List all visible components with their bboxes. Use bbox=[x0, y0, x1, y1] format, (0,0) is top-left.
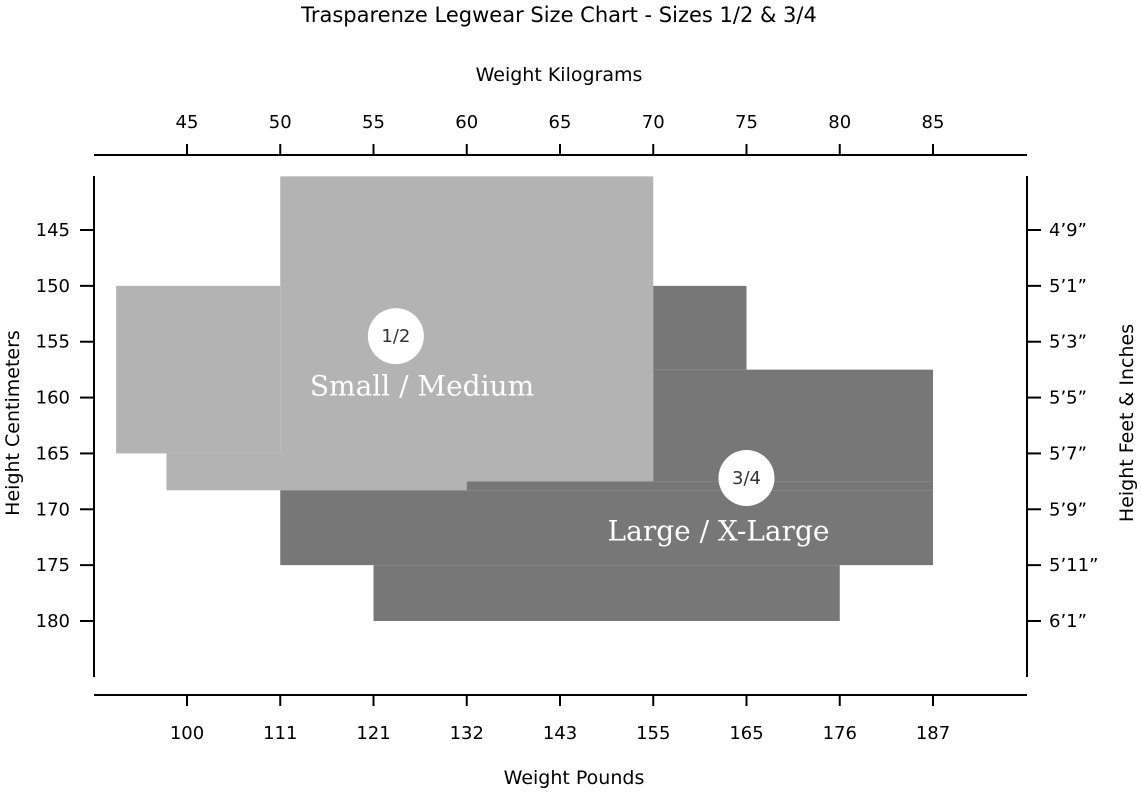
y-right-tick-label: 5’9” bbox=[1049, 499, 1087, 520]
size-1-2-badge-label: 1/2 bbox=[381, 326, 410, 347]
series-labels: 1/2 Small / Medium 3/4 Large / X-Large bbox=[310, 308, 830, 548]
y-left-tick-label: 160 bbox=[36, 388, 70, 409]
y-right-tick-label: 5’5” bbox=[1049, 388, 1087, 409]
y-left-tick-label: 145 bbox=[36, 220, 70, 241]
x-bottom-tick-label: 187 bbox=[916, 723, 950, 744]
x-top-tick-label: 55 bbox=[362, 112, 385, 133]
y-right-axis-title: Height Feet & Inches bbox=[1116, 324, 1138, 522]
chart-title: Trasparenze Legwear Size Chart - Sizes 1… bbox=[300, 3, 817, 27]
x-bottom-axis-title: Weight Pounds bbox=[504, 767, 645, 789]
x-top-tick-label: 50 bbox=[269, 112, 292, 133]
x-top-tick-label: 65 bbox=[549, 112, 572, 133]
size-3-4-name: Large / X-Large bbox=[608, 515, 830, 548]
size-3-4-badge bbox=[718, 450, 775, 507]
y-left-tick-label: 180 bbox=[36, 611, 70, 632]
size-3-4-region bbox=[280, 490, 933, 566]
x-bottom-tick-label: 165 bbox=[729, 723, 763, 744]
y-left-axis-title: Height Centimeters bbox=[2, 330, 24, 516]
size-1-2-badge bbox=[367, 308, 424, 365]
size-3-4-region bbox=[373, 565, 840, 621]
y-right-tick-label: 5’3” bbox=[1049, 332, 1087, 353]
y-right-tick-label: 5’7” bbox=[1049, 443, 1087, 464]
x-bottom-tick-label: 143 bbox=[543, 723, 577, 744]
y-left-tick-label: 170 bbox=[36, 499, 70, 520]
y-right-tick-label: 6’1” bbox=[1049, 611, 1087, 632]
x-bottom-tick-label: 100 bbox=[170, 723, 204, 744]
y-right-tick-label: 4’9” bbox=[1049, 220, 1087, 241]
x-top-tick-label: 75 bbox=[735, 112, 758, 133]
x-bottom-tick-label: 176 bbox=[823, 723, 857, 744]
size-3-4-region bbox=[466, 481, 933, 491]
size-3-4-region bbox=[653, 369, 933, 482]
y-left-tick-label: 155 bbox=[36, 332, 70, 353]
x-bottom-tick-label: 132 bbox=[450, 723, 484, 744]
size-1-2-region bbox=[116, 285, 281, 454]
y-left-tick-label: 150 bbox=[36, 276, 70, 297]
x-top-tick-label: 85 bbox=[922, 112, 945, 133]
x-bottom-tick-label: 111 bbox=[263, 723, 297, 744]
size-1-2-name: Small / Medium bbox=[310, 369, 534, 402]
y-right-tick-label: 5’1” bbox=[1049, 276, 1087, 297]
x-top-tick-label: 80 bbox=[828, 112, 851, 133]
x-top-tick-label: 70 bbox=[642, 112, 665, 133]
x-top-axis-title: Weight Kilograms bbox=[476, 64, 643, 86]
x-bottom-tick-label: 121 bbox=[356, 723, 390, 744]
y-left-tick-label: 165 bbox=[36, 443, 70, 464]
y-left-tick-label: 175 bbox=[36, 555, 70, 576]
size-3-4-badge-label: 3/4 bbox=[732, 468, 761, 489]
x-bottom-tick-label: 155 bbox=[636, 723, 670, 744]
axis-ticks: 45 50 55 60 65 70 75 80 85 100 111 121 132 143 155 165 1… bbox=[36, 112, 1099, 744]
y-right-tick-label: 5’11” bbox=[1049, 555, 1098, 576]
x-top-tick-label: 60 bbox=[455, 112, 478, 133]
size-1-2-region bbox=[280, 176, 654, 482]
x-top-tick-label: 45 bbox=[176, 112, 199, 133]
size-regions bbox=[116, 176, 933, 621]
size-3-4-region bbox=[653, 285, 747, 370]
